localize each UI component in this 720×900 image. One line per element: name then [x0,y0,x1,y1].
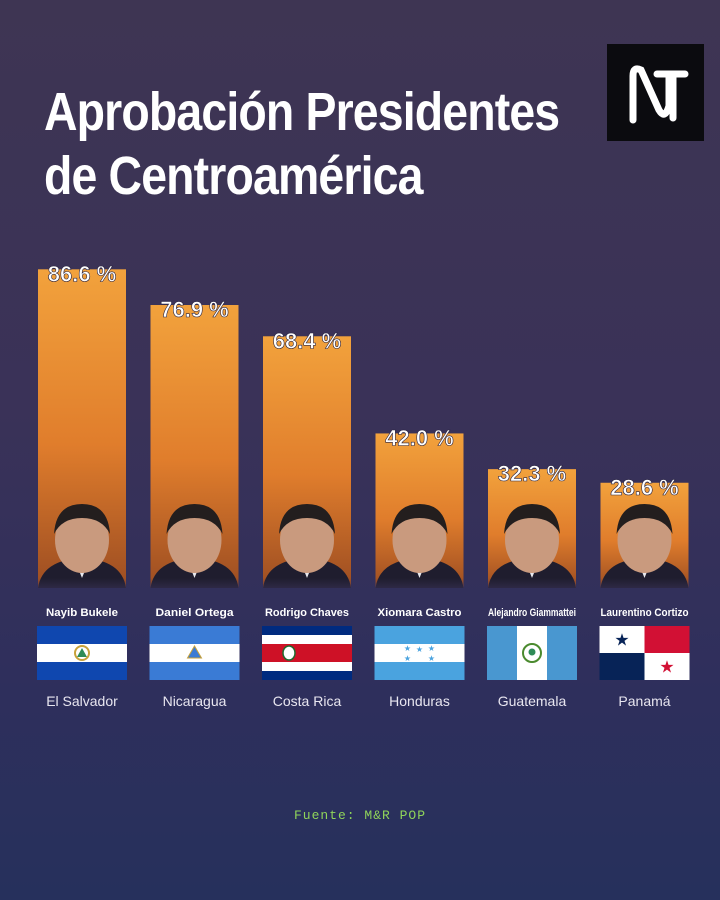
country-label: Guatemala [498,693,567,709]
svg-text:★: ★ [614,631,629,651]
president-name: Alejandro Giammattei [488,607,576,619]
chart-title: Aprobación Presidentes de Centroamérica [44,80,560,208]
president-portrait [38,504,126,588]
svg-text:★: ★ [404,654,411,663]
president-portrait [600,504,689,588]
value-label: 42.0 % [385,425,454,450]
value-label: 28.6 % [610,475,679,500]
flag-nicaragua [149,626,240,680]
country-label: Honduras [389,693,450,709]
president-name: Nayib Bukele [46,607,118,619]
president-portrait [375,504,464,588]
svg-text:★: ★ [416,645,423,654]
bar-chart: 86.6 % Nayib Bukele El Salvador 76.9 % Danie… [37,261,690,709]
country-label: Nicaragua [163,693,227,709]
value-label: 68.4 % [273,328,342,353]
svg-text:★: ★ [404,644,411,653]
president-portrait [263,504,351,588]
title-line-2: de Centroamérica [44,146,423,206]
svg-text:★: ★ [428,654,435,663]
value-label: 76.9 % [160,297,229,322]
source-note: Fuente: M&R POP [293,808,427,823]
president-name: Daniel Ortega [156,607,235,619]
president-name: Xiomara Castro [378,607,462,619]
flag-panama: ★★ [599,626,690,680]
svg-text:★: ★ [659,658,674,678]
svg-text:★: ★ [428,644,435,653]
value-label: 86.6 % [48,261,117,286]
president-name: Laurentino Cortizo [601,607,689,619]
flag-guatemala [487,626,577,680]
country-label: El Salvador [46,693,118,709]
president-portrait [150,504,239,588]
country-label: Costa Rica [273,693,342,709]
nt-logo-icon [607,44,704,141]
title-line-1: Aprobación Presidentes [44,82,560,142]
flag-costa-rica [262,626,352,680]
country-label: Panamá [618,693,670,709]
president-name: Rodrigo Chaves [265,607,349,619]
value-label: 32.3 % [498,461,567,486]
flag-el-salvador [37,626,127,680]
president-portrait [488,504,576,588]
flag-honduras: ★★ ★★ ★ [374,626,465,680]
